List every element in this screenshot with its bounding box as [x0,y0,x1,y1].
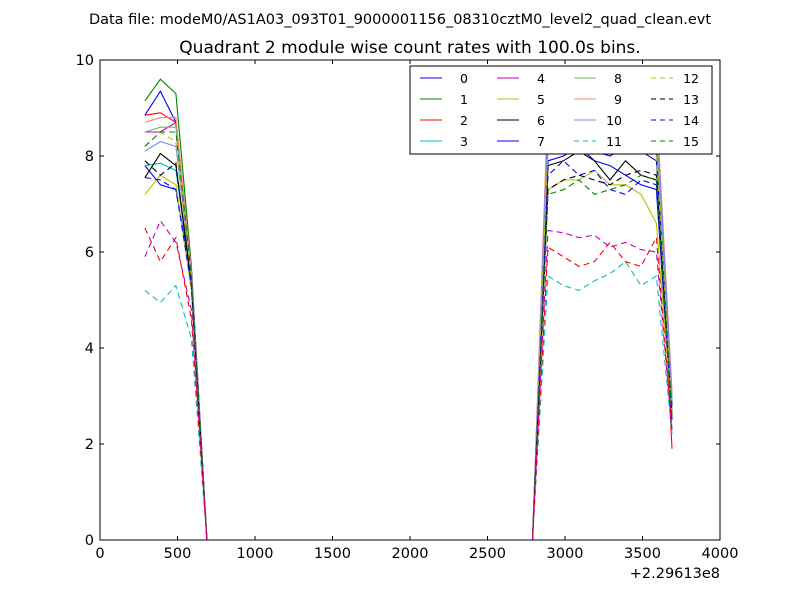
legend-label-4: 4 [537,71,545,86]
legend-label-12: 12 [683,71,699,86]
legend-frame [409,65,713,155]
legend-label-14: 14 [683,113,699,128]
legend-label-3: 3 [460,134,468,149]
x-tick-label: 4000 [702,546,739,562]
legend-label-7: 7 [537,134,545,149]
legend-label-11: 11 [606,134,622,149]
legend-label-2: 2 [460,113,468,128]
y-tick-label: 6 [85,245,94,261]
legend-label-10: 10 [606,113,622,128]
figure-suptitle: Data file: modeM0/AS1A03_093T01_90000011… [89,12,711,28]
x-tick-label: 3000 [547,546,584,562]
series-line-11 [144,260,673,540]
y-tick-label: 2 [85,437,94,453]
y-tick-label: 10 [76,53,94,69]
series-line-16 [144,227,673,540]
legend-label-6: 6 [537,113,545,128]
x-axis: 0 500 1000 1500 2000 2500 3000 3500 4000 [95,60,738,562]
y-tick-label: 0 [85,533,94,549]
y-tick-label: 8 [85,149,94,165]
legend-label-13: 13 [683,92,699,107]
x-tick-label: 0 [95,546,104,562]
x-offset-label: +2.29613e8 [630,566,720,582]
chart-title: Quadrant 2 module wise count rates with … [179,38,640,58]
x-tick-label: 3500 [624,546,661,562]
x-tick-label: 500 [164,546,192,562]
legend-label-8: 8 [614,71,622,86]
y-tick-label: 4 [85,341,94,357]
x-tick-label: 2000 [392,546,429,562]
x-tick-label: 1000 [237,546,274,562]
legend-label-0: 0 [460,71,468,86]
legend-label-5: 5 [537,92,545,107]
series-line-13 [144,160,673,540]
x-tick-label: 1500 [314,546,351,562]
legend-label-15: 15 [683,134,699,149]
legend-label-1: 1 [460,92,468,107]
x-tick-label: 2500 [469,546,506,562]
series-line-14 [144,160,673,540]
legend-label-9: 9 [614,92,622,107]
